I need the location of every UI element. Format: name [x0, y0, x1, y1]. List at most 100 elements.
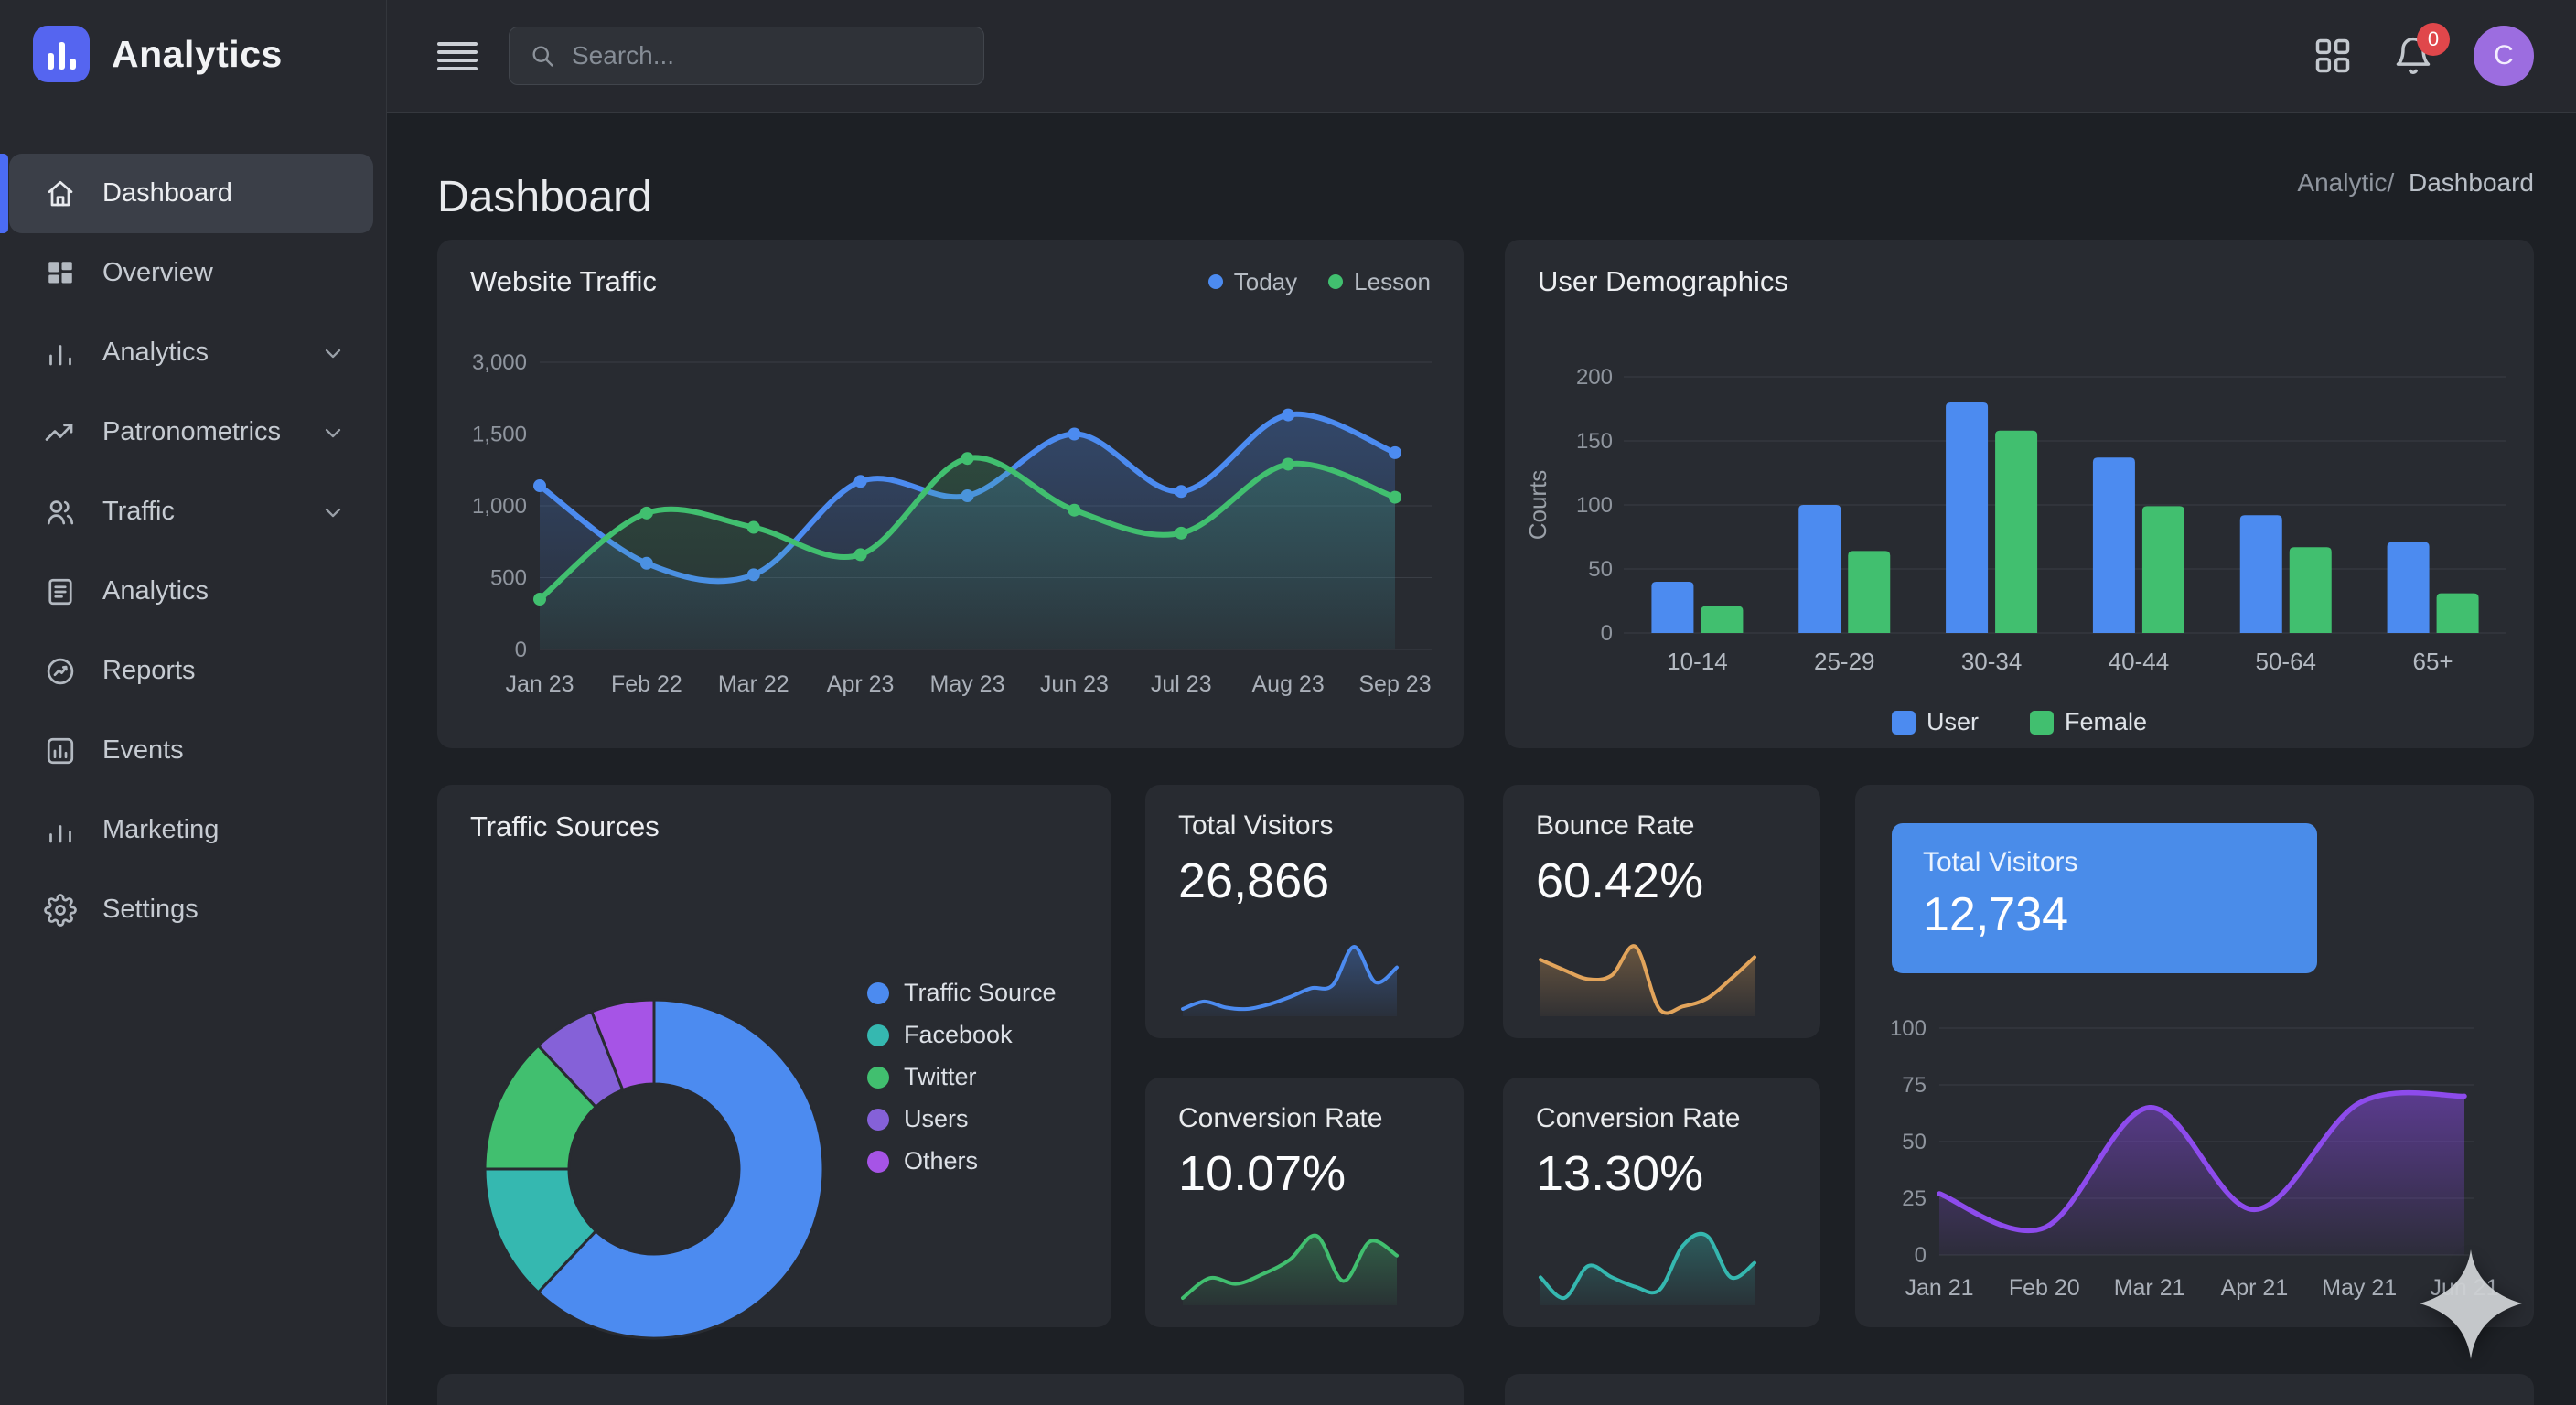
bar-chart-2-icon — [44, 814, 77, 847]
svg-text:1,000: 1,000 — [472, 494, 527, 519]
sidebar-item-label: Settings — [102, 895, 199, 924]
notifications-bell-icon[interactable]: 0 — [2393, 23, 2450, 76]
users-icon — [44, 496, 77, 529]
visitors-panel-value: 12,734 — [1923, 888, 2069, 941]
sidebar-item-label: Overview — [102, 258, 213, 287]
legend-dot — [867, 1066, 889, 1089]
sparkle-watermark-icon — [2420, 1249, 2522, 1359]
user-demographics-chart: 0 50 100 150 200 Courts 10-14 25-29 30-34 40-44 50… — [1524, 365, 2506, 675]
sidebar-item-reports-6[interactable]: Reports — [9, 631, 373, 711]
legend-item-users: Users — [867, 1105, 1057, 1133]
visitors-trend-chart: 0 25 50 75 100 Jan 21 Feb 20 Mar 21 Apr 21 May 21… — [1890, 1016, 2499, 1301]
notification-badge: 0 — [2417, 23, 2450, 56]
breadcrumb-section[interactable]: Analytic/ — [2297, 168, 2395, 197]
traffic-sources-legend: Traffic Source Facebook Twitter Users Others — [867, 979, 1057, 1175]
sidebar-item-analytics-2[interactable]: Analytics — [9, 313, 373, 392]
legend-dot — [867, 1108, 889, 1131]
svg-text:Jun 23: Jun 23 — [1040, 671, 1109, 697]
svg-text:May 21: May 21 — [2322, 1275, 2397, 1301]
stat-value: 60.42% — [1536, 853, 1704, 908]
traffic-sources-title: Traffic Sources — [470, 810, 660, 842]
home-icon — [44, 177, 77, 210]
apps-grid-icon[interactable] — [2313, 36, 2353, 76]
sidebar-item-dashboard-0[interactable]: Dashboard — [0, 154, 373, 233]
sidebar-item-overview-1[interactable]: Overview — [9, 233, 373, 313]
legend-item-today: Today — [1208, 268, 1297, 296]
sidebar: Analytics Dashboard Overview Analytics Patr… — [0, 0, 387, 1405]
svg-text:150: 150 — [1576, 429, 1613, 454]
conversion-rate-stat-card-1: Conversion Rate 10.07% — [1145, 1078, 1464, 1327]
chevron-down-icon — [320, 420, 346, 445]
search-box[interactable] — [509, 27, 984, 85]
stat-title: Bounce Rate — [1536, 810, 1695, 841]
stat-title: Total Visitors — [1178, 810, 1334, 841]
stat-title: Conversion Rate — [1178, 1103, 1383, 1133]
conversion-rate-stat-card-2: Conversion Rate 13.30% — [1503, 1078, 1820, 1327]
svg-text:100: 100 — [1890, 1016, 1927, 1041]
legend-item-others: Others — [867, 1147, 1057, 1175]
bar-chart-icon — [44, 337, 77, 370]
avatar[interactable]: C — [2474, 26, 2534, 86]
app-name: Analytics — [112, 32, 283, 75]
bounce-rate-sparkline — [1539, 944, 1756, 1016]
svg-text:75: 75 — [1902, 1073, 1927, 1098]
gear-icon — [44, 893, 77, 927]
traffic-sources-donut-chart — [483, 998, 825, 1340]
sidebar-item-label: Marketing — [102, 815, 220, 844]
main-content: Dashboard Analytic/ Dashboard Website Tr… — [386, 112, 2576, 1405]
website-traffic-chart: 0 500 1,000 1,500 3,000 Jan 23 Feb 22 Mar 22 Apr… — [472, 350, 1432, 697]
legend-dot — [1208, 274, 1223, 289]
svg-text:Feb 20: Feb 20 — [2009, 1275, 2080, 1301]
svg-text:65+: 65+ — [2413, 648, 2453, 675]
sidebar-item-label: Events — [102, 735, 184, 765]
breadcrumb-current[interactable]: Dashboard — [2409, 168, 2534, 197]
partial-card-right — [1505, 1374, 2534, 1405]
file-list-icon — [44, 575, 77, 608]
sidebar-item-label: Patronometrics — [102, 417, 282, 446]
chevron-down-icon — [320, 499, 346, 525]
svg-text:0: 0 — [1601, 621, 1613, 646]
svg-text:500: 500 — [490, 566, 527, 591]
conversion-rate-sparkline-1 — [1181, 1233, 1399, 1305]
sidebar-item-patronometrics-3[interactable]: Patronometrics — [9, 392, 373, 472]
sidebar-item-marketing-8[interactable]: Marketing — [9, 790, 373, 870]
app-logo-icon — [33, 26, 90, 82]
trending-up-icon — [44, 416, 77, 449]
legend-item-traffic-source: Traffic Source — [867, 979, 1057, 1007]
svg-text:0: 0 — [515, 638, 527, 662]
legend-item-facebook: Facebook — [867, 1021, 1057, 1049]
brand: Analytics — [0, 0, 386, 82]
page-title: Dashboard — [437, 173, 652, 222]
svg-text:50: 50 — [1902, 1130, 1927, 1154]
sidebar-item-events-7[interactable]: Events — [9, 711, 373, 790]
sidebar-item-traffic-4[interactable]: Traffic — [9, 472, 373, 552]
svg-text:Aug 23: Aug 23 — [1252, 671, 1325, 697]
chevron-down-icon — [320, 340, 346, 366]
svg-text:Jan 23: Jan 23 — [505, 671, 574, 697]
sidebar-nav: Dashboard Overview Analytics Patronometrics… — [0, 154, 373, 949]
sidebar-item-settings-9[interactable]: Settings — [9, 870, 373, 949]
sidebar-item-label: Analytics — [102, 338, 209, 367]
legend-dot — [1891, 710, 1916, 735]
legend-item-user: User — [1891, 708, 1979, 736]
svg-text:0: 0 — [1915, 1243, 1927, 1268]
website-traffic-card: Website Traffic Today Lesson 0 500 1,000 1,5… — [437, 240, 1464, 748]
legend-dot — [867, 1150, 889, 1173]
hamburger-menu-icon[interactable] — [437, 41, 478, 70]
svg-text:25: 25 — [1902, 1186, 1927, 1211]
sidebar-item-label: Reports — [102, 656, 196, 685]
sidebar-item-analytics-5[interactable]: Analytics — [9, 552, 373, 631]
legend-dot — [867, 1024, 889, 1046]
svg-text:Courts: Courts — [1524, 470, 1551, 541]
svg-text:100: 100 — [1576, 493, 1613, 518]
svg-text:1,500: 1,500 — [472, 423, 527, 447]
stat-value: 26,866 — [1178, 853, 1330, 908]
legend-item-twitter: Twitter — [867, 1063, 1057, 1091]
report-circle-icon — [44, 655, 77, 688]
svg-text:200: 200 — [1576, 365, 1613, 390]
svg-text:Mar 22: Mar 22 — [718, 671, 789, 697]
stat-value: 13.30% — [1536, 1146, 1704, 1201]
svg-text:Jan 21: Jan 21 — [1905, 1275, 1973, 1301]
search-input[interactable] — [570, 40, 963, 71]
svg-text:Apr 21: Apr 21 — [2221, 1275, 2289, 1301]
